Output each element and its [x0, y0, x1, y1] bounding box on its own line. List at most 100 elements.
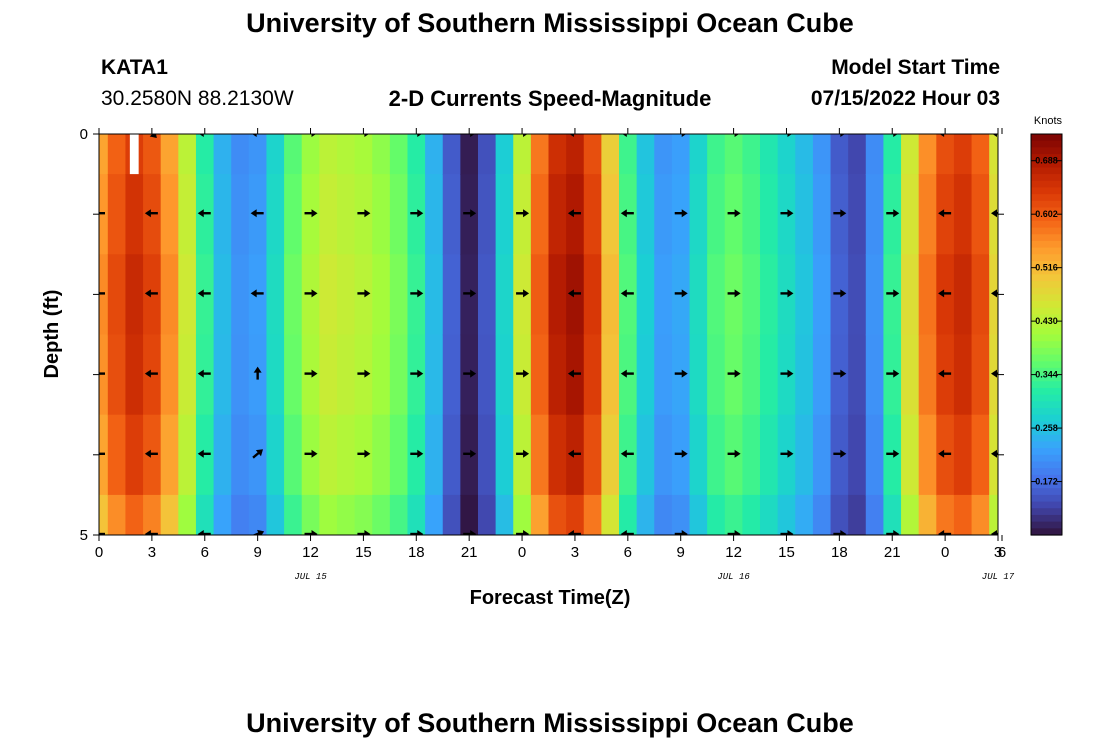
heatmap-cell [671, 494, 691, 535]
heatmap-cell [865, 414, 885, 496]
current-vector-arrow [991, 530, 998, 535]
heatmap-cell [248, 494, 268, 535]
colorbar-segment [1031, 207, 1062, 215]
current-vector-arrow [357, 289, 371, 298]
current-vector-arrow [991, 289, 998, 298]
page-title: University of Southern Mississippi Ocean… [246, 8, 854, 38]
heatmap-cell [619, 334, 638, 416]
colorbar-tick-label: 0.430 [1035, 316, 1058, 326]
heatmap-cell [301, 494, 321, 535]
heatmap-cell [989, 134, 998, 175]
heatmap-cell [513, 334, 532, 416]
heatmap-cell [372, 174, 391, 256]
heatmap-cell [495, 254, 515, 336]
current-vector-arrow [463, 449, 477, 458]
heatmap-cell [301, 254, 321, 336]
heatmap-cell [336, 414, 356, 496]
x-tick-label: 21 [461, 544, 478, 561]
current-vector-arrow [357, 530, 371, 535]
current-vector-arrow [463, 369, 477, 378]
x-tick-label: 9 [677, 544, 685, 561]
heatmap-cell [354, 334, 374, 416]
heatmap-cell [460, 134, 479, 175]
heatmap-cell [495, 414, 515, 496]
colorbar-segment [1031, 200, 1062, 209]
heatmap-cell [671, 334, 691, 416]
heatmap-cell [425, 494, 444, 535]
heatmap-cell [178, 414, 197, 496]
heatmap-cell [671, 254, 691, 336]
x-tick-label: 0 [941, 544, 949, 561]
heatmap-cell [548, 174, 567, 256]
current-vector-arrow [833, 369, 847, 378]
heatmap-cell [231, 334, 250, 416]
heatmap-cell [883, 414, 902, 496]
colorbar-segment [1031, 514, 1062, 523]
heatmap-cell [372, 334, 391, 416]
heatmap-cell [389, 134, 409, 175]
heatmap-cell [195, 174, 215, 256]
heatmap-cell [777, 134, 797, 175]
heatmap-cell [848, 494, 867, 535]
heatmap-cell [636, 174, 656, 256]
heatmap-cell [848, 254, 867, 336]
heatmap-cell [107, 174, 127, 256]
heatmap-cell [354, 134, 374, 175]
heatmap-cell [389, 254, 409, 336]
heatmap-cell [372, 414, 391, 496]
current-vector-arrow [991, 449, 998, 458]
heatmap-cell [566, 174, 585, 256]
heatmap-cell [848, 134, 867, 175]
heatmap-cell [266, 494, 285, 535]
colorbar-segment [1031, 227, 1062, 235]
current-vector-arrow [938, 209, 952, 218]
heatmap-cell [477, 254, 497, 336]
colorbar-segment [1031, 468, 1062, 476]
heatmap-cell [336, 494, 356, 535]
heatmap-cell [865, 134, 885, 175]
colorbar-tick-label: 0.344 [1035, 370, 1058, 380]
current-vector-arrow [780, 530, 794, 535]
heatmap-cell [619, 254, 638, 336]
colorbar-segment [1031, 474, 1062, 483]
heatmap-cell [99, 254, 109, 336]
heatmap-cell [742, 174, 761, 256]
colorbar-segment [1031, 307, 1062, 316]
colorbar-segment [1031, 247, 1062, 255]
current-vector-arrow [833, 134, 845, 137]
current-vector-arrow [99, 211, 105, 215]
missing-data-cell [129, 134, 139, 175]
colorbar-segment [1031, 341, 1062, 349]
current-vector-arrow [252, 449, 264, 459]
current-vector-arrow [674, 449, 688, 458]
heatmap-cell [442, 254, 462, 336]
x-axis-label: Forecast Time(Z) [470, 587, 631, 609]
heatmap-cell [654, 334, 673, 416]
heatmap-cell [812, 414, 832, 496]
current-vector-arrow [886, 289, 900, 298]
plot-frame [98, 133, 999, 536]
current-vector-arrow [144, 530, 158, 535]
heatmap-cell [777, 254, 797, 336]
heatmap-cell [865, 334, 885, 416]
current-vector-arrow [620, 449, 634, 458]
current-vector-arrow [780, 289, 794, 298]
heatmap-cell [407, 334, 426, 416]
heatmap-cell [99, 334, 109, 416]
current-vector-arrow [938, 289, 952, 298]
colorbar-segment [1031, 134, 1062, 142]
heatmap-cell [724, 174, 744, 256]
heatmap-cell [460, 414, 479, 496]
heatmap-cell [336, 334, 356, 416]
colorbar-segment [1031, 387, 1062, 396]
heatmap-cell [284, 334, 303, 416]
current-vector-arrow [463, 530, 477, 535]
heatmap-cell [477, 414, 497, 496]
heatmap-cell [407, 174, 426, 256]
heatmap-cell [865, 494, 885, 535]
heatmap-cell [953, 254, 973, 336]
current-vector-arrow [463, 289, 477, 298]
heatmap-cell [724, 414, 744, 496]
current-vector-arrow [727, 530, 741, 535]
heatmap-cell [354, 494, 374, 535]
